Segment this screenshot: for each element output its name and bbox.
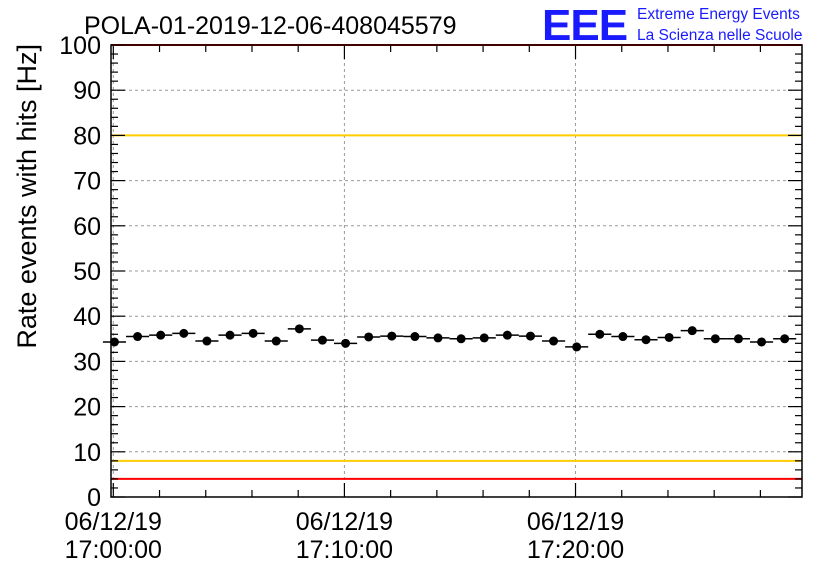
data-point bbox=[618, 332, 628, 342]
data-point bbox=[341, 338, 351, 348]
data-point bbox=[179, 328, 189, 338]
data-point bbox=[710, 334, 720, 344]
data-point bbox=[225, 330, 235, 340]
y-tick-label: 30 bbox=[73, 348, 101, 376]
data-point bbox=[664, 332, 674, 342]
data-point bbox=[595, 329, 605, 339]
y-tick-label: 70 bbox=[73, 168, 101, 196]
x-tick-date: 06/12/19 bbox=[527, 508, 624, 536]
data-points bbox=[102, 324, 797, 352]
data-point bbox=[456, 334, 466, 344]
data-point bbox=[479, 333, 489, 343]
data-point bbox=[780, 334, 790, 344]
data-point bbox=[549, 336, 559, 346]
x-tick-time: 17:10:00 bbox=[296, 536, 393, 564]
tick-labels: 010203040506070809010006/12/1917:00:0006… bbox=[59, 32, 624, 564]
data-point bbox=[525, 331, 535, 341]
y-tick-label: 90 bbox=[73, 77, 101, 105]
y-tick-label: 60 bbox=[73, 213, 101, 241]
axis-ticks bbox=[111, 44, 802, 498]
logo: EEE Extreme Energy Events La Scienza nel… bbox=[542, 1, 802, 50]
data-point bbox=[387, 331, 397, 341]
x-tick-date: 06/12/19 bbox=[65, 508, 162, 536]
x-tick-time: 17:20:00 bbox=[527, 536, 624, 564]
y-axis-label: Rate events with hits [Hz] bbox=[12, 44, 42, 349]
y-tick-label: 0 bbox=[87, 484, 101, 512]
data-point bbox=[248, 328, 258, 338]
y-tick-label: 20 bbox=[73, 394, 101, 422]
data-point bbox=[109, 337, 119, 347]
data-point bbox=[317, 335, 327, 345]
data-point bbox=[572, 342, 582, 352]
data-point bbox=[641, 335, 651, 345]
y-tick-label: 50 bbox=[73, 258, 101, 286]
data-point bbox=[202, 336, 212, 346]
data-point bbox=[757, 337, 767, 347]
data-point bbox=[294, 324, 304, 334]
y-tick-label: 100 bbox=[59, 32, 101, 60]
chart-title: POLA-01-2019-12-06-408045579 bbox=[84, 12, 457, 40]
logo-line1: Extreme Energy Events bbox=[637, 6, 800, 23]
data-point bbox=[271, 336, 281, 346]
data-point bbox=[733, 334, 743, 344]
data-point bbox=[433, 333, 443, 343]
logo-line2: La Scienza nelle Scuole bbox=[637, 27, 802, 44]
y-tick-label: 80 bbox=[73, 122, 101, 150]
data-point bbox=[133, 332, 143, 342]
x-tick-date: 06/12/19 bbox=[296, 508, 393, 536]
data-point bbox=[364, 332, 374, 342]
data-point bbox=[156, 330, 166, 340]
y-tick-label: 10 bbox=[73, 439, 101, 467]
x-tick-time: 17:00:00 bbox=[65, 536, 162, 564]
logo-mark: EEE bbox=[542, 1, 627, 50]
data-point bbox=[410, 332, 420, 342]
y-tick-label: 40 bbox=[73, 303, 101, 331]
data-point bbox=[502, 330, 512, 340]
data-point bbox=[687, 326, 697, 336]
